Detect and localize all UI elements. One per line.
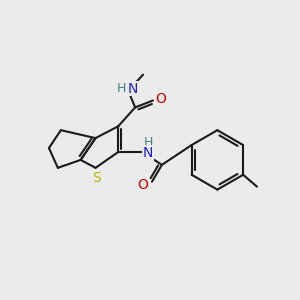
- Text: N: N: [128, 82, 138, 96]
- Text: O: O: [138, 178, 148, 192]
- Text: O: O: [155, 92, 166, 106]
- Text: S: S: [92, 171, 101, 185]
- Text: H: H: [117, 82, 126, 95]
- Text: N: N: [143, 146, 153, 160]
- Text: H: H: [143, 136, 153, 148]
